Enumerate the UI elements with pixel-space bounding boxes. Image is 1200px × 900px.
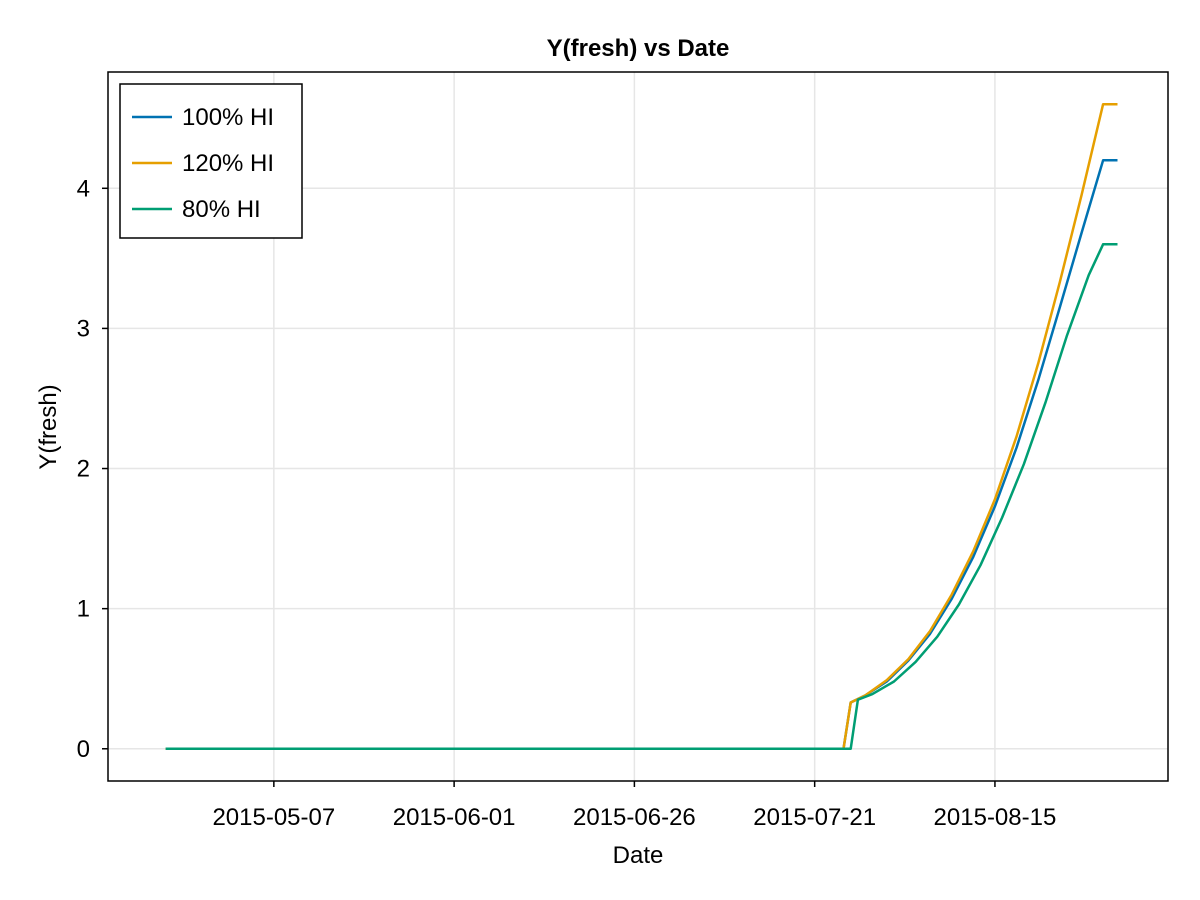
series-line-1 (165, 159, 1118, 751)
y-tick-label: 3 (77, 315, 90, 342)
tick-layer: 2015-05-07 2015-06-01 2015-06-26 2015-07-21… (77, 175, 1057, 831)
series-line-2 (165, 102, 1118, 751)
y-tick-label: 2 (77, 456, 90, 483)
y-tick-label: 4 (77, 175, 90, 202)
x-tick-label: 2015-06-01 (393, 804, 516, 831)
chart-title: Y(fresh) vs Date (547, 35, 730, 62)
legend: 100% HI 120% HI 80% HI (119, 83, 303, 239)
y-tick-label: 1 (77, 596, 90, 623)
x-axis-label: Date (613, 842, 664, 869)
legend-label: 120% HI (182, 150, 274, 177)
x-tick-label: 2015-05-07 (212, 804, 335, 831)
series-layer (165, 102, 1118, 751)
x-tick-label: 2015-06-26 (573, 804, 696, 831)
x-tick-label: 2015-07-21 (753, 804, 876, 831)
series-line-3 (165, 243, 1118, 751)
x-tick-label: 2015-08-15 (934, 804, 1057, 831)
legend-label: 80% HI (182, 196, 261, 223)
y-axis-label: Y(fresh) (35, 384, 62, 469)
legend-box (119, 83, 303, 239)
y-tick-label: 0 (77, 736, 90, 763)
legend-label: 100% HI (182, 104, 274, 131)
plot-frame (107, 71, 1169, 782)
